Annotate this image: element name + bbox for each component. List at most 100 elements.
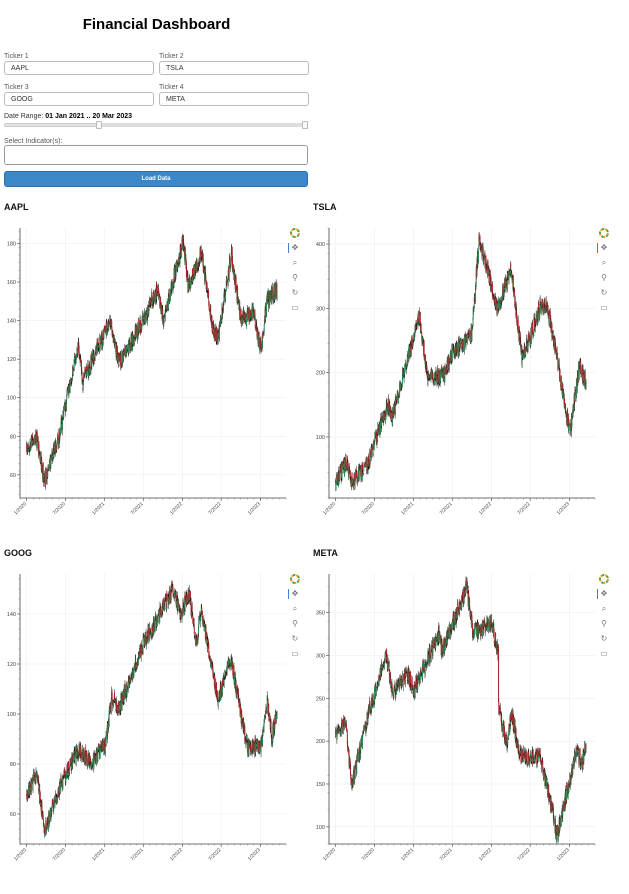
candle-body [395,396,397,402]
candle-body [203,624,205,632]
candle-body [478,252,480,262]
candle-body [98,746,100,749]
candle-body [90,764,92,770]
save-icon[interactable]: ▭ [600,303,608,312]
candle-body [156,618,158,627]
candle-body [140,320,142,333]
candle-body [192,268,194,282]
candle-body [139,318,141,319]
candle-body [580,361,582,370]
candle-body [154,298,156,301]
candle-body [399,384,401,397]
candle-body [422,337,424,342]
candle-body [540,303,542,304]
candle-body [174,591,176,598]
candle-body [260,344,262,349]
save-icon[interactable]: ▭ [291,303,299,312]
candle-body [36,433,38,441]
candle-body [247,307,249,312]
wheel-zoom-icon[interactable]: ⚲ [601,273,607,282]
candle-body [124,348,126,355]
candle-body [56,447,58,451]
candle-body [140,644,142,658]
candle-body [147,630,149,636]
candle-body [266,298,268,314]
pan-icon[interactable]: ✥ [291,243,299,252]
candle-body [120,355,122,367]
candle-body [69,384,71,391]
candle-body [542,300,544,309]
aapl-candlestick-chart[interactable]: 60 80 100 120 140 160 180 1/2020 7/2020 1/2021 7/2… [0,226,290,526]
candle-body [268,292,270,299]
candle-body [478,247,480,251]
candle-body [581,366,583,382]
chart-title-tsla: TSLA [313,202,337,212]
candle-body [156,615,158,619]
candle-body [208,289,210,298]
candle-body [584,384,586,387]
tsla-candlestick-chart[interactable]: 100 200 300 400 1/2020 7/2020 1/2021 7/2021 1/20… [309,226,599,526]
candle-body [438,381,440,383]
candle-body [360,465,362,479]
candle-body [344,460,346,470]
reset-icon[interactable]: ↻ [600,288,608,297]
candle-body [177,263,179,268]
candle-body [99,336,101,352]
ticker1-input[interactable]: AAPL [4,61,154,75]
date-range-caption: Date Range: [4,113,44,120]
candle-body [396,391,398,396]
candle-body [192,615,194,623]
candle-body [110,703,112,712]
candle-body [240,319,242,321]
candle-body [69,766,71,773]
candle-body [60,422,62,434]
candle-body [45,468,47,481]
candle-body [172,283,174,286]
candle-body [456,351,458,353]
candle-body [577,371,579,378]
candle-body [45,830,47,832]
pan-icon[interactable]: ✥ [600,243,608,252]
candle-body [257,329,259,339]
candle-body [44,473,46,477]
candle-body [580,371,582,374]
candle-body [72,761,74,768]
date-range-end-handle[interactable] [302,121,308,129]
ticker4-input[interactable]: META [159,92,309,106]
candle-body [104,325,106,332]
date-range-start-handle[interactable] [96,121,103,129]
candle-body [26,449,28,454]
candle-body [469,341,471,343]
candle-body [205,628,207,644]
candle-body [218,325,220,341]
box-zoom-icon[interactable]: ⌕ [601,258,607,267]
candle-body [172,596,174,597]
candle-body [88,365,90,376]
candle-body [153,293,155,300]
candle-body [381,416,383,427]
candle-body [519,332,521,338]
candle-body [78,345,80,357]
candle-body [179,258,181,264]
candle-body [489,272,491,283]
candle-body [363,464,365,466]
candle-body [556,347,558,354]
candle-body [390,412,392,420]
candle-body [222,311,224,313]
candle-body [198,619,200,628]
candle-body [160,297,162,309]
candle-body [350,479,352,485]
load-data-button[interactable]: Load Data [4,171,308,187]
box-zoom-icon[interactable]: ⌕ [292,258,298,267]
candle-body [168,597,170,604]
candle-body [127,689,129,693]
indicator-multiselect[interactable] [4,145,308,165]
reset-icon[interactable]: ↻ [291,288,299,297]
x-tick-label: 1/2023 [247,501,262,516]
ticker3-input[interactable]: GOOG [4,92,154,106]
candle-body [192,276,194,284]
wheel-zoom-icon[interactable]: ⚲ [292,273,298,282]
candle-body [134,335,136,337]
ticker2-input[interactable]: TSLA [159,61,309,75]
